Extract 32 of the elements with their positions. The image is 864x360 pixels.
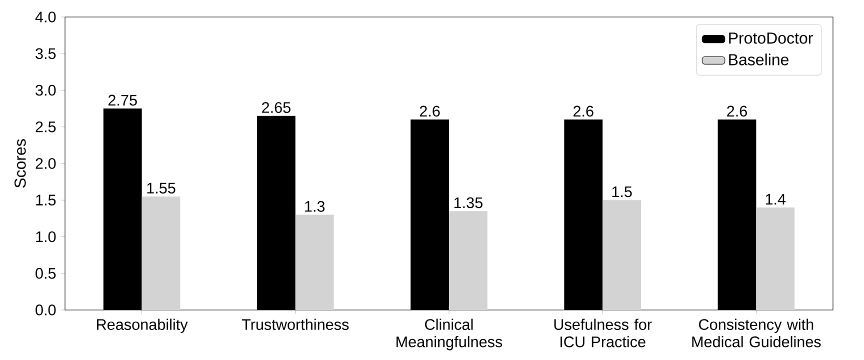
y-tick-label: 0.5	[36, 268, 56, 279]
bar	[602, 200, 641, 310]
y-tick-label: 3.5	[36, 48, 56, 60]
x-tick-label: Consistency with Medical Guidelines	[692, 318, 821, 348]
y-tick-label: 1.5	[36, 194, 56, 206]
x-tick-label: Reasonability	[97, 318, 188, 333]
y-tick-label: 3.0	[36, 84, 56, 96]
data-label: 1.4	[766, 194, 786, 205]
data-label: 2.6	[574, 106, 594, 117]
data-label: 1.35	[454, 197, 482, 208]
bar	[295, 214, 334, 310]
x-tick-label: Trustworthiness	[242, 318, 349, 330]
y-tick-label: 2.0	[36, 158, 56, 169]
bar	[449, 211, 488, 310]
x-tick-label: Clinical Meaningfulness	[396, 318, 502, 350]
y-axis-title: Scores	[14, 139, 26, 188]
y-tick-label: 0.0	[36, 304, 56, 316]
data-label: 1.3	[305, 200, 325, 212]
data-label: 1.55	[147, 182, 176, 194]
bar	[142, 196, 180, 310]
bar	[756, 207, 795, 310]
y-tick-label: 1.0	[36, 231, 56, 242]
x-tick-label: Usefulness for ICU Practice	[554, 318, 652, 348]
data-label: 2.65	[262, 102, 290, 113]
y-tick-label: 4.0	[35, 12, 56, 22]
y-tick-label: 2.5	[36, 121, 56, 132]
data-label: 2.6	[420, 106, 440, 117]
legend-label: Baseline	[729, 54, 788, 66]
data-label: 2.6	[727, 106, 747, 117]
legend-label: ProtoDoctor	[729, 32, 813, 44]
data-label: 1.5	[612, 186, 632, 198]
data-label: 2.75	[108, 94, 137, 106]
